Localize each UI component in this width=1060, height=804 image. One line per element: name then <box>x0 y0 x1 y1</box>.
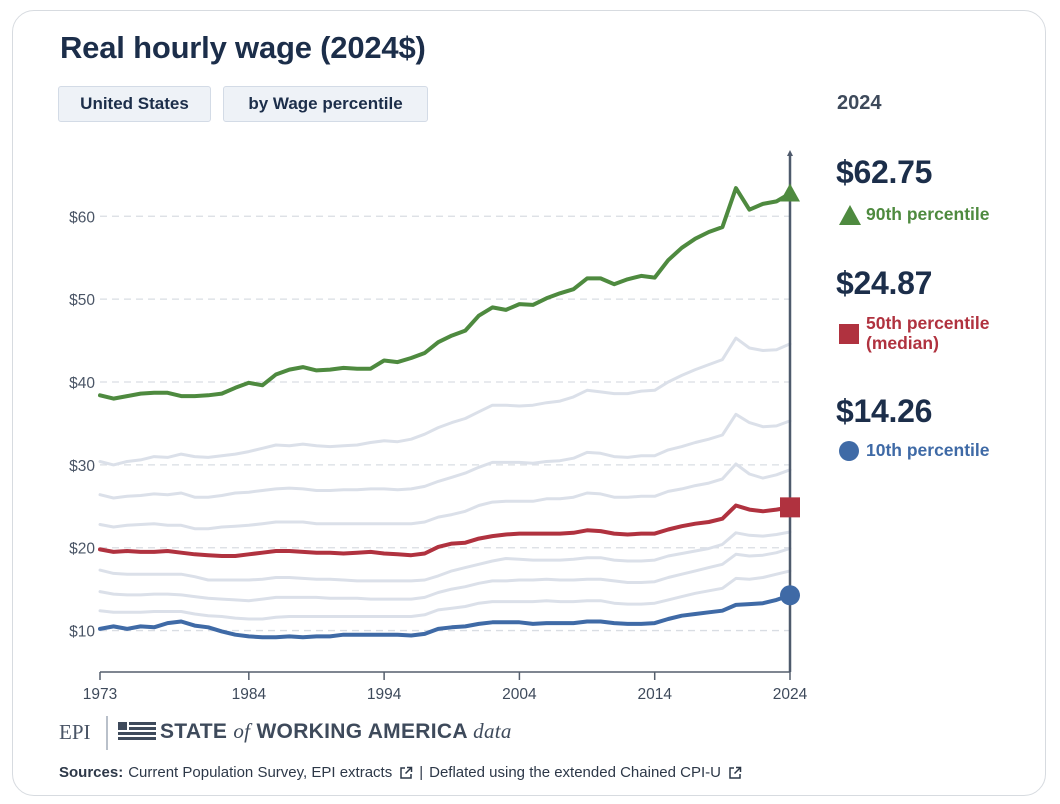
x-tick-label: 1994 <box>367 686 402 703</box>
x-tick-label: 1984 <box>232 686 267 703</box>
square-icon <box>839 324 859 344</box>
triangle-icon <box>839 205 861 225</box>
y-tick-label: $30 <box>69 458 95 475</box>
chart-title: Real hourly wage (2024$) <box>60 30 426 65</box>
circle-icon <box>839 441 859 461</box>
y-tick-label: $60 <box>69 209 95 226</box>
x-tick-label: 2024 <box>773 686 808 703</box>
flag-stripes-icon <box>118 722 156 740</box>
series-line-background <box>98 530 792 583</box>
x-tick-label: 2014 <box>637 686 672 703</box>
sources-separator: | <box>419 764 424 781</box>
readout-label-10th: 10th percentile <box>866 440 990 460</box>
region-filter-button[interactable]: United States <box>58 86 211 122</box>
brand-working-america: WORKING AMERICA <box>256 720 468 743</box>
series-line-background <box>98 336 792 467</box>
source-cpi-link[interactable]: Deflated using the extended Chained CPI-… <box>429 764 721 781</box>
end-marker-circle <box>780 585 800 606</box>
external-link-icon[interactable] <box>399 766 413 780</box>
brand-of: of <box>233 719 251 743</box>
readout-value-90th: $62.75 <box>836 154 933 190</box>
y-tick-label: $40 <box>69 375 95 392</box>
x-tick-label: 1973 <box>83 686 117 703</box>
series-line-background <box>98 569 792 621</box>
sources-label: Sources: <box>59 764 124 781</box>
x-tick-label: 2004 <box>502 686 537 703</box>
series-line-90th <box>98 186 792 401</box>
readout-value-50th: $24.87 <box>836 265 933 301</box>
series-line-background <box>98 462 792 531</box>
brand-state: STATE <box>160 720 228 743</box>
footer-divider <box>106 716 108 750</box>
external-link-icon[interactable] <box>728 766 742 780</box>
series-line-background <box>98 412 792 500</box>
readout-label-90th: 90th percentile <box>866 204 990 224</box>
end-marker-square <box>780 497 800 518</box>
end-marker-triangle <box>780 183 800 202</box>
readout-value-10th: $14.26 <box>836 393 933 429</box>
sources-line: Sources: Current Population Survey, EPI … <box>59 764 748 781</box>
chart-card <box>12 10 1046 796</box>
readout-label-50th-line2: (median) <box>866 333 939 353</box>
readout-year: 2024 <box>837 92 882 114</box>
readout-label-50th-line1: 50th percentile <box>866 313 990 333</box>
swa-brand[interactable]: STATE of WORKING AMERICA data <box>160 719 512 744</box>
breakdown-filter-button[interactable]: by Wage percentile <box>223 86 428 122</box>
y-tick-label: $10 <box>69 624 95 641</box>
series-line-50th <box>98 503 792 558</box>
y-tick-label: $20 <box>69 541 95 558</box>
source-cps-link[interactable]: Current Population Survey, EPI extracts <box>128 764 393 781</box>
highlight-year-cap <box>787 150 793 156</box>
brand-data: data <box>473 719 512 743</box>
y-tick-label: $50 <box>69 292 95 309</box>
readout-label-50th: 50th percentile (median) <box>866 313 990 353</box>
epi-logo[interactable]: EPI <box>59 720 91 744</box>
series-line-background <box>98 547 792 603</box>
series-line-10th <box>98 593 792 640</box>
